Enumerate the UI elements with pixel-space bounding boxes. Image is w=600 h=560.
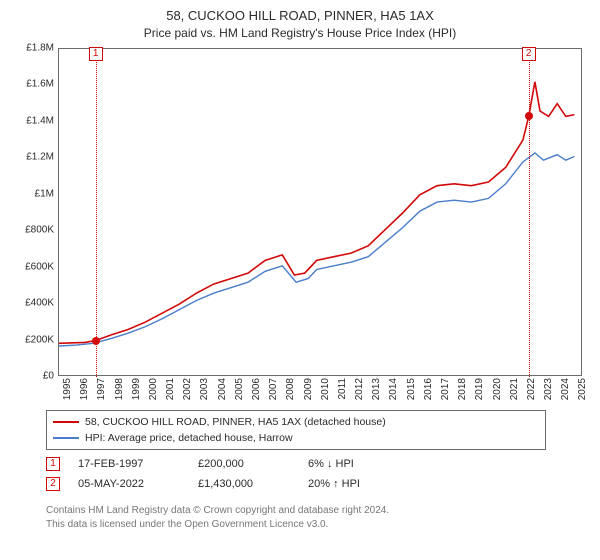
sale-marker-box: 2 <box>522 47 536 61</box>
x-tick-label: 2018 <box>457 378 468 400</box>
sale-number: 1 <box>46 457 60 471</box>
chart-title: 58, CUCKOO HILL ROAD, PINNER, HA5 1AX <box>0 8 600 23</box>
x-tick-label: 2016 <box>423 378 434 400</box>
chart: £0 £200K £400K £600K £800K £1M £1.2M £1.4M £1.6M… <box>14 48 586 402</box>
sales-table: 1 17-FEB-1997£200,0006% ↓ HPI 2 05-MAY-2022… <box>46 454 418 494</box>
sale-date: 05-MAY-2022 <box>78 478 198 490</box>
x-tick-label: 2003 <box>199 378 210 400</box>
y-tick-label: £1.4M <box>14 115 54 126</box>
sale-date: 17-FEB-1997 <box>78 458 198 470</box>
x-tick-label: 2017 <box>440 378 451 400</box>
credits: Contains HM Land Registry data © Crown c… <box>46 504 389 531</box>
legend-swatch-price <box>53 421 79 423</box>
x-tick-label: 2002 <box>182 378 193 400</box>
x-tick-label: 2021 <box>509 378 520 400</box>
legend: 58, CUCKOO HILL ROAD, PINNER, HA5 1AX (d… <box>46 410 546 450</box>
legend-swatch-hpi <box>53 437 79 439</box>
x-tick-label: 2000 <box>148 378 159 400</box>
x-tick-label: 2022 <box>526 378 537 400</box>
x-tick-label: 2024 <box>560 378 571 400</box>
y-tick-label: £400K <box>14 298 54 309</box>
y-tick-label: £1.8M <box>14 43 54 54</box>
x-tick-label: 2006 <box>251 378 262 400</box>
x-tick-label: 2015 <box>406 378 417 400</box>
sale-diff: 6% ↓ HPI <box>308 458 418 470</box>
sales-row: 2 05-MAY-2022£1,430,00020% ↑ HPI <box>46 474 418 494</box>
x-tick-label: 2005 <box>234 378 245 400</box>
series-hpi <box>59 153 574 346</box>
y-tick-label: £1.2M <box>14 152 54 163</box>
sale-marker-dot <box>525 112 533 120</box>
y-tick-label: £600K <box>14 261 54 272</box>
sales-row: 1 17-FEB-1997£200,0006% ↓ HPI <box>46 454 418 474</box>
x-tick-label: 2012 <box>354 378 365 400</box>
x-tick-label: 1995 <box>62 378 73 400</box>
plot-area: 12 <box>58 48 582 376</box>
sale-marker-line <box>96 49 97 377</box>
x-tick-label: 2009 <box>303 378 314 400</box>
chart-subtitle: Price paid vs. HM Land Registry's House … <box>0 26 600 40</box>
x-tick-label: 2007 <box>268 378 279 400</box>
sale-price: £1,430,000 <box>198 478 308 490</box>
x-tick-label: 2025 <box>577 378 588 400</box>
sale-number: 2 <box>46 477 60 491</box>
x-tick-label: 1997 <box>96 378 107 400</box>
credits-line2: This data is licensed under the Open Gov… <box>46 518 389 532</box>
credits-line1: Contains HM Land Registry data © Crown c… <box>46 504 389 518</box>
x-tick-label: 1998 <box>114 378 125 400</box>
x-tick-label: 2023 <box>543 378 554 400</box>
sale-marker-dot <box>92 337 100 345</box>
x-tick-label: 2013 <box>371 378 382 400</box>
y-tick-label: £200K <box>14 334 54 345</box>
x-tick-label: 2004 <box>217 378 228 400</box>
x-tick-label: 2020 <box>492 378 503 400</box>
x-tick-label: 2001 <box>165 378 176 400</box>
y-tick-label: £0 <box>14 371 54 382</box>
x-tick-label: 1999 <box>131 378 142 400</box>
sale-diff: 20% ↑ HPI <box>308 478 418 490</box>
legend-label-hpi: HPI: Average price, detached house, Harr… <box>85 432 293 444</box>
y-tick-label: £1M <box>14 188 54 199</box>
legend-label-price: 58, CUCKOO HILL ROAD, PINNER, HA5 1AX (d… <box>85 416 386 428</box>
x-tick-label: 2019 <box>474 378 485 400</box>
series-price_paid <box>59 82 574 344</box>
sale-price: £200,000 <box>198 458 308 470</box>
sale-marker-line <box>529 49 530 377</box>
y-tick-label: £800K <box>14 225 54 236</box>
x-tick-label: 2010 <box>320 378 331 400</box>
sale-marker-box: 1 <box>89 47 103 61</box>
x-tick-label: 2008 <box>285 378 296 400</box>
y-tick-label: £1.6M <box>14 79 54 90</box>
x-tick-label: 1996 <box>79 378 90 400</box>
x-tick-label: 2014 <box>388 378 399 400</box>
x-tick-label: 2011 <box>337 378 348 400</box>
